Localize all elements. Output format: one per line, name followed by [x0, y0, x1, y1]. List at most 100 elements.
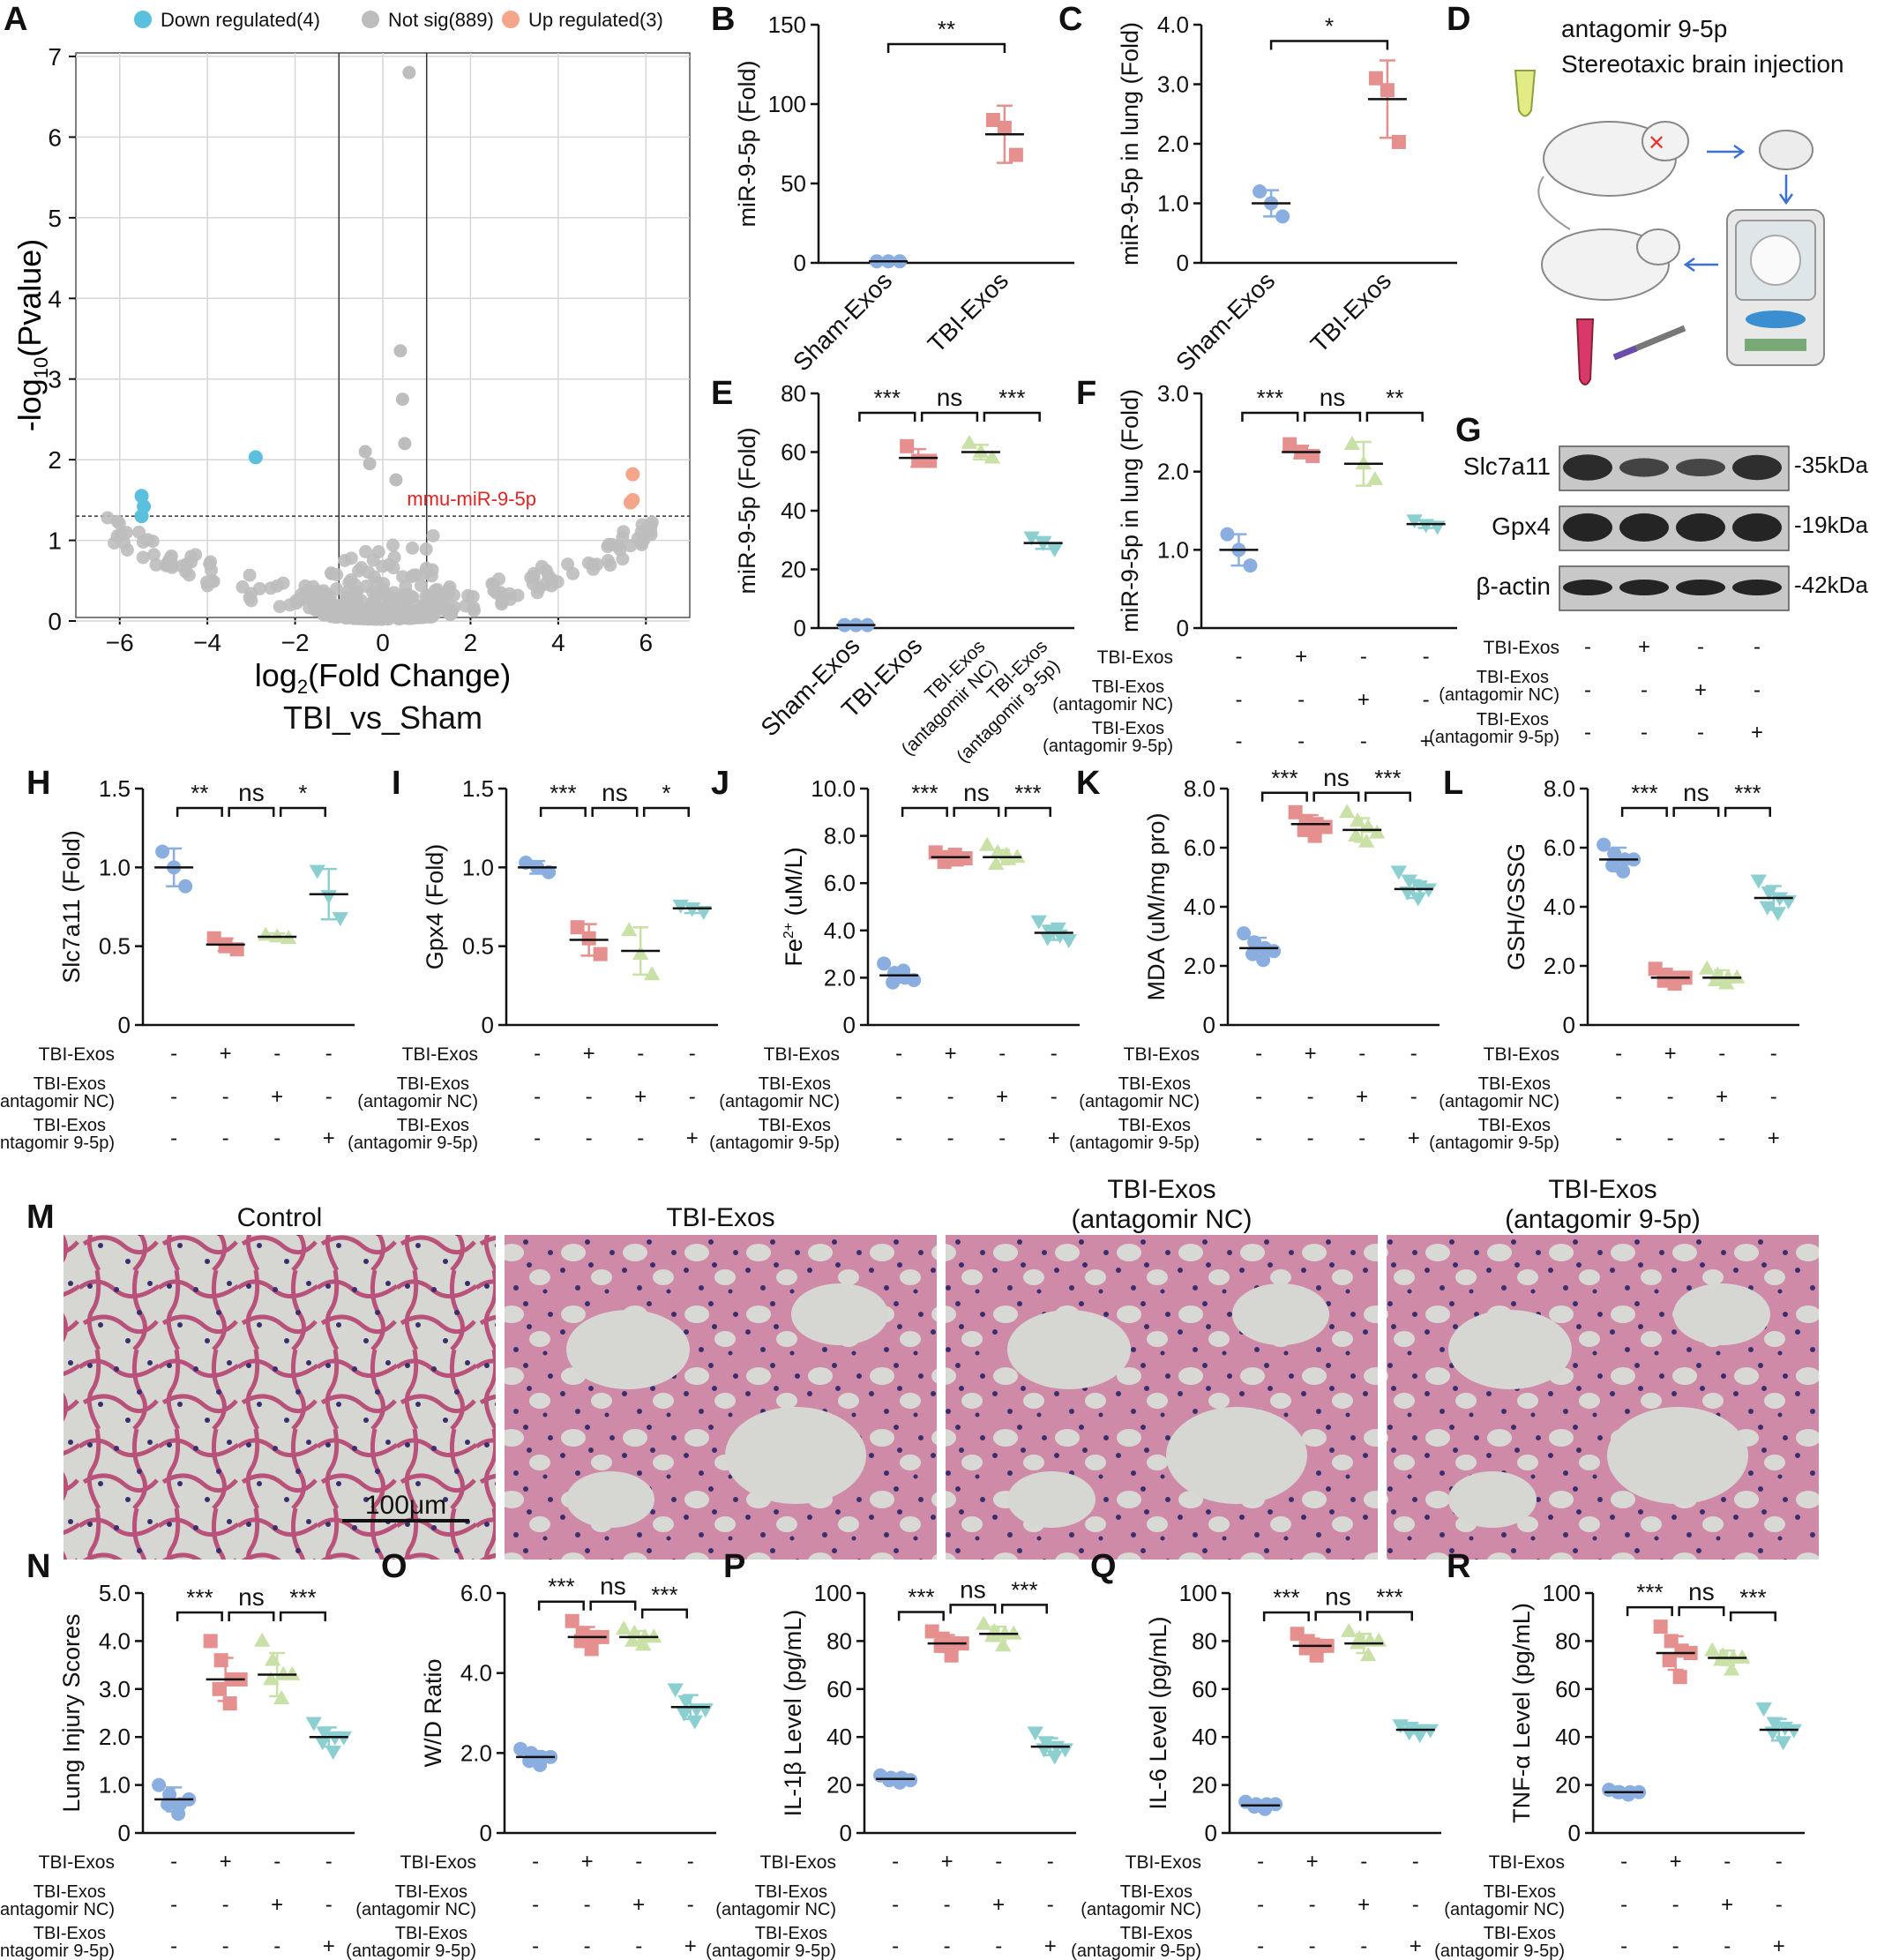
table-cell: - — [325, 1085, 333, 1109]
data-point — [178, 879, 193, 894]
table-cell: - — [1358, 1126, 1365, 1150]
table-cell: - — [1412, 1893, 1419, 1917]
blot-band — [1563, 513, 1612, 542]
table-cell: - — [170, 1893, 177, 1917]
data-point — [1027, 1726, 1043, 1741]
data-point — [1349, 812, 1366, 827]
data-point — [149, 557, 163, 572]
row-label-top: TBI-Exos — [34, 1116, 106, 1135]
data-point — [1035, 537, 1051, 552]
significance-label: ** — [191, 780, 208, 806]
row-label-top: TBI-Exos — [1092, 719, 1164, 738]
table-cell: - — [1724, 1934, 1731, 1958]
alveolar-space — [1166, 1407, 1307, 1504]
alveolar-space — [791, 1283, 888, 1345]
y-tick-label: 20 — [1192, 1772, 1217, 1799]
y-tick-label: 1.0 — [99, 1772, 131, 1799]
significance-label: ns — [600, 1573, 626, 1600]
y-tick-label: 80 — [781, 380, 806, 407]
table-cell: + — [632, 1893, 645, 1917]
table-cell: - — [1051, 1042, 1058, 1066]
data-point — [1411, 1729, 1428, 1744]
data-point — [1349, 1635, 1366, 1650]
table-cell: - — [1620, 1934, 1627, 1958]
y-axis-label: miR-9-5p in lung (Fold) — [1117, 22, 1143, 266]
blot-band — [1676, 513, 1725, 542]
blot-kda-label: -42kDa — [1794, 572, 1868, 598]
arrow-icon — [1683, 257, 1718, 273]
significance-bracket — [279, 806, 326, 817]
significance-label: *** — [1257, 385, 1283, 411]
row-label-top: TBI-Exos — [1118, 1074, 1191, 1094]
histology-image — [64, 1235, 496, 1560]
significance-label: ** — [1386, 385, 1403, 411]
significance-label: *** — [550, 780, 576, 806]
table-cell: + — [1721, 1893, 1733, 1917]
data-point — [586, 557, 600, 572]
chart-A: −6 −4 −2 0 2 4 6 0 1 2 3 4 5 6 7 mmu-miR-9-5p Down regul… — [11, 9, 691, 736]
row-label-tbi: TBI-Exos — [760, 1852, 836, 1873]
data-point — [407, 568, 421, 582]
data-point — [1245, 946, 1260, 961]
data-point — [677, 1695, 694, 1709]
data-point — [387, 550, 401, 565]
table-cell: + — [1664, 1042, 1677, 1066]
blot-kda-label: -19kDa — [1794, 512, 1868, 538]
row-label-bottom: (antagomir 9-5p) — [0, 1941, 115, 1960]
tube-icon — [1514, 70, 1537, 117]
data-point — [152, 1777, 167, 1792]
y-tick-label: 80 — [826, 1627, 852, 1654]
data-point — [164, 549, 178, 563]
table-cell: + — [1410, 1934, 1422, 1958]
table-cell: - — [586, 1085, 593, 1109]
y-tick-label: 0 — [1177, 250, 1189, 276]
table-cell: - — [1047, 1893, 1054, 1917]
data-point — [1046, 1750, 1063, 1765]
data-point — [1728, 969, 1746, 984]
y-tick-label: 3.0 — [1157, 380, 1189, 407]
row-label-tbi: TBI-Exos — [402, 1044, 478, 1065]
table-cell: - — [534, 1085, 541, 1109]
row-label-bottom: (antagomir NC) — [355, 1900, 476, 1919]
y-tick-label: 6.0 — [460, 1580, 492, 1606]
y-tick-label: 100 — [1543, 1580, 1581, 1606]
significance-label: ** — [938, 16, 955, 42]
table-cell: - — [273, 1042, 280, 1066]
chart-P: 0 20 40 60 80 100 IL-1β Level (pg/mL) *** ns *** -… — [706, 1575, 1076, 1960]
data-point — [155, 844, 170, 859]
significance-label: ns — [238, 1583, 265, 1611]
data-point — [632, 946, 649, 960]
data-point — [330, 568, 344, 582]
panel-letter-F: F — [1076, 375, 1096, 412]
data-point — [213, 1653, 228, 1668]
table-cell: - — [1410, 1042, 1417, 1066]
row-label-top: TBI-Exos — [1092, 677, 1164, 697]
significance-bracket — [537, 1600, 585, 1611]
table-cell: - — [1584, 678, 1591, 702]
table-cell: - — [895, 1085, 902, 1109]
row-label-tbi: TBI-Exos — [400, 1852, 476, 1873]
data-point — [385, 538, 400, 552]
data-point — [1717, 975, 1735, 990]
data-point — [1662, 1653, 1677, 1668]
data-point — [306, 593, 320, 607]
table-cell: + — [581, 1850, 594, 1874]
row-label-top: TBI-Exos — [1478, 1074, 1551, 1094]
data-point — [1050, 922, 1066, 937]
data-point — [309, 864, 325, 879]
significance-bracket — [176, 1611, 223, 1621]
table-cell: - — [687, 1850, 694, 1874]
data-point — [631, 531, 645, 545]
histology-subtitle: (antagomir NC) — [1071, 1205, 1252, 1234]
table-cell: - — [1257, 1893, 1264, 1917]
chart-Q: 0 20 40 60 80 100 IL-6 Level (pg/mL) *** ns *** - +… — [1071, 1580, 1441, 1960]
y-tick-label: 2.0 — [1157, 459, 1189, 485]
y-tick-label: 3 — [48, 366, 62, 393]
significance-bracket — [1269, 40, 1389, 50]
significance-label: ns — [238, 779, 265, 806]
table-cell: - — [1297, 688, 1305, 712]
row-label-tbi: TBI-Exos — [39, 1044, 115, 1065]
row-label-bottom: (antagomir NC) — [0, 1900, 115, 1919]
table-cell: - — [1360, 729, 1367, 753]
